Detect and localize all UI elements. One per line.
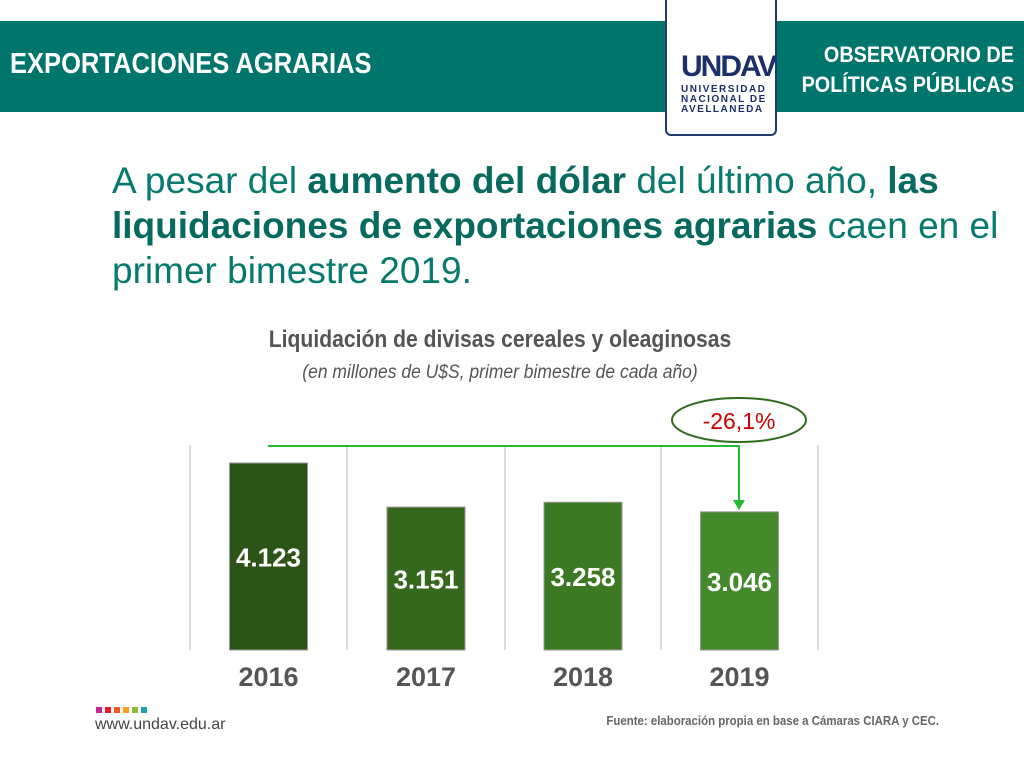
- data-label: 3.046: [707, 567, 772, 597]
- header-band: [0, 21, 1024, 112]
- change-arrow-line: [268, 445, 740, 502]
- bar-2017: [386, 506, 466, 651]
- observatorio-title: OBSERVATORIO DE POLÍTICAS PÚBLICAS: [801, 42, 1014, 97]
- bar-2016: [229, 462, 308, 651]
- undav-logo: UNDAV UNIVERSIDAD NACIONAL DE AVELLANEDA: [665, 0, 777, 136]
- annotation-ellipse: [671, 397, 807, 443]
- x-tick-label: 2016: [238, 662, 298, 692]
- arrow-head: [733, 500, 745, 510]
- data-label: 3.258: [550, 562, 615, 592]
- change-annotation: -26,1%: [703, 408, 776, 434]
- brand-dot: [123, 707, 129, 713]
- headline: A pesar del aumento del dólar del último…: [112, 160, 999, 291]
- data-label: 3.151: [393, 565, 458, 595]
- brand-dots: [96, 707, 147, 713]
- brand-dot: [141, 707, 147, 713]
- bar-2019: [700, 511, 779, 651]
- source-note: Fuente: elaboración propia en base a Cám…: [606, 713, 939, 728]
- brand-dot: [96, 707, 102, 713]
- x-tick-label: 2018: [553, 662, 613, 692]
- website-link[interactable]: www.undav.edu.ar: [95, 716, 226, 733]
- header-title: EXPORTACIONES AGRARIAS: [10, 48, 372, 80]
- x-tick-label: 2019: [709, 662, 769, 692]
- data-label: 4.123: [236, 543, 301, 573]
- bar-2018: [543, 501, 623, 651]
- chart-title: Liquidación de divisas cereales y oleagi…: [268, 326, 732, 353]
- chart-subtitle: (en millones de U$S, primer bimestre de …: [302, 362, 698, 383]
- x-tick-label: 2017: [396, 662, 456, 692]
- brand-dot: [114, 707, 120, 713]
- brand-dot: [132, 707, 138, 713]
- brand-dot: [105, 707, 111, 713]
